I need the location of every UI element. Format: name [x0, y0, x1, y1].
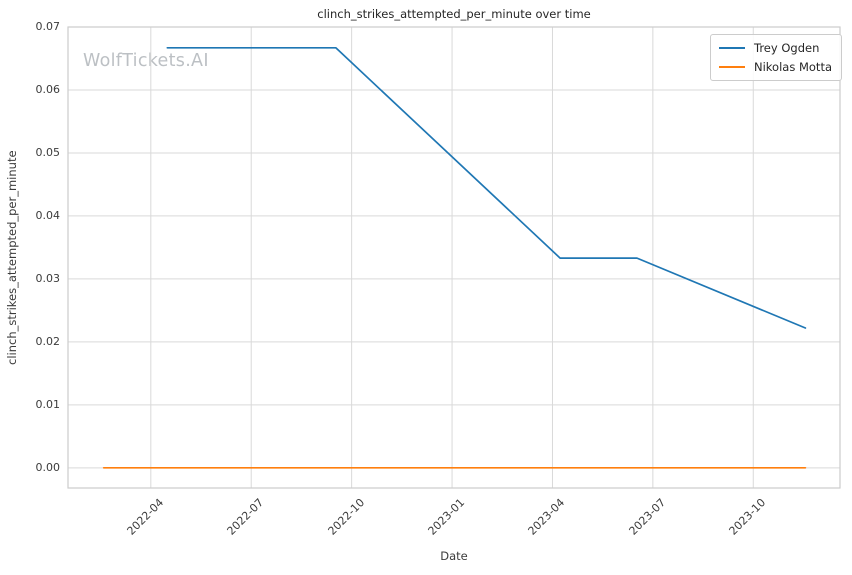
y-tick-label: 0.05 [35, 145, 61, 159]
y-tick-label: 0.04 [35, 208, 61, 222]
watermark-text: WolfTickets.AI [83, 51, 209, 71]
y-tick-label: 0.00 [35, 460, 61, 474]
y-tick-label: 0.01 [35, 397, 61, 411]
chart-title: clinch_strikes_attempted_per_minute over… [317, 7, 591, 21]
y-tick-label: 0.07 [35, 20, 61, 33]
y-tick-label: 0.03 [35, 271, 61, 285]
y-tick-label: 0.02 [35, 334, 61, 348]
series-line-trey-ogden [166, 46, 807, 329]
legend-item-nikolas-motta: Nikolas Motta [719, 59, 833, 75]
legend-label: Nikolas Motta [754, 60, 832, 74]
legend-label: Trey Ogden [754, 41, 820, 55]
legend-item-trey-ogden: Trey Ogden [719, 40, 833, 56]
legend-line-sample [719, 66, 745, 68]
legend-line-sample [719, 47, 745, 49]
x-axis-label: Date [440, 549, 468, 563]
legend-box: Trey Ogden Nikolas Motta [710, 34, 842, 81]
y-tick-label: 0.06 [35, 82, 61, 96]
axes-border [67, 26, 841, 489]
